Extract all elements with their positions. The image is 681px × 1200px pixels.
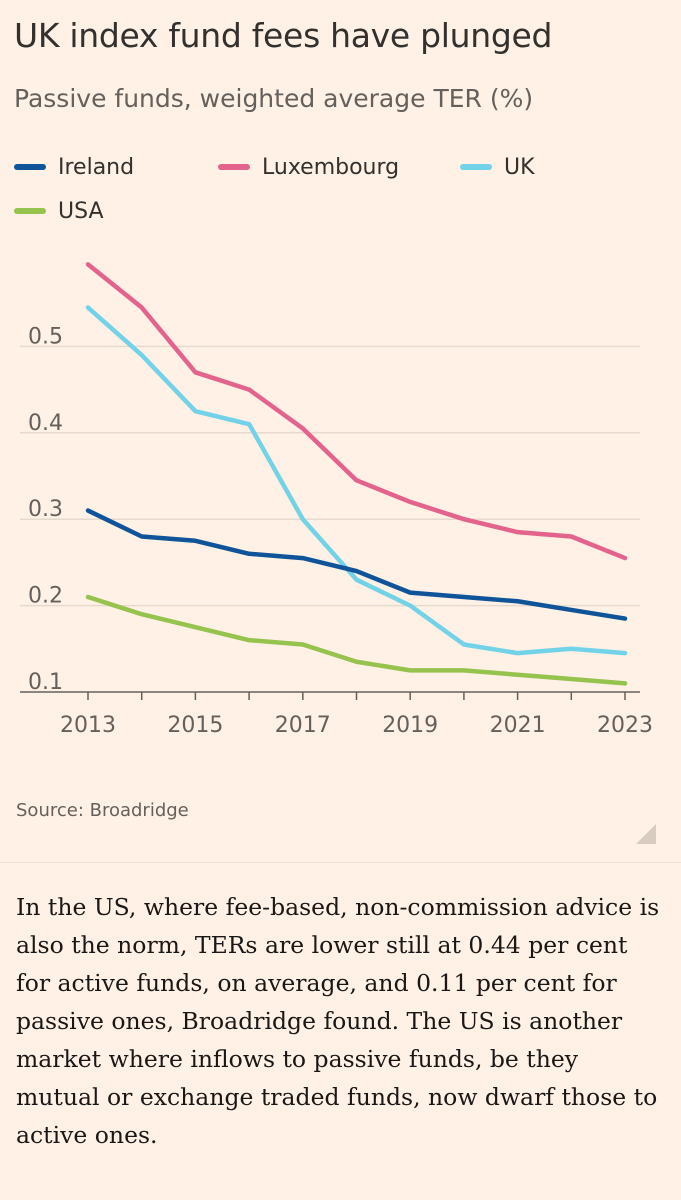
divider <box>0 862 681 863</box>
series-line-ireland <box>85 508 628 621</box>
x-tick-label: 2013 <box>60 713 116 738</box>
series-line-uk <box>85 305 628 656</box>
y-tick-label: 0.3 <box>28 497 63 522</box>
legend-label-usa: USA <box>58 198 104 224</box>
legend-item-ireland: Ireland <box>14 154 135 180</box>
series-line-usa <box>85 594 628 686</box>
resize-handle-icon[interactable] <box>636 824 656 844</box>
article-paragraph: In the US, where fee-based, non-commissi… <box>16 893 660 1149</box>
y-tick-label: 0.4 <box>28 411 63 436</box>
legend-swatch-usa <box>14 208 46 214</box>
x-axis-ticks: 2013 2015 2017 2019 2021 2023 <box>60 692 653 738</box>
legend-item-luxembourg: Luxembourg <box>218 154 400 180</box>
x-tick-label: 2017 <box>275 713 331 738</box>
x-tick-label: 2019 <box>382 713 438 738</box>
legend-label-uk: UK <box>504 154 535 180</box>
x-tick-label: 2015 <box>167 713 223 738</box>
source-note: Source: Broadridge <box>16 800 189 821</box>
legend-item-uk: UK <box>460 154 535 180</box>
chart-title: UK index fund fees have plunged <box>14 16 553 55</box>
x-tick-label: 2023 <box>597 713 653 738</box>
y-tick-label: 0.1 <box>28 670 63 695</box>
legend-item-usa: USA <box>14 198 104 224</box>
chart-subtitle: Passive funds, weighted average TER (%) <box>14 84 534 113</box>
line-chart: 0.1 0.2 0.3 0.4 0.5 2013 2015 2017 2019 2021 2023 <box>20 262 653 738</box>
legend-swatch-luxembourg <box>218 164 250 170</box>
y-tick-label: 0.2 <box>28 584 63 609</box>
series-line-luxembourg <box>85 262 628 561</box>
series-lines <box>85 262 628 686</box>
y-tick-label: 0.5 <box>28 324 63 349</box>
x-tick-label: 2021 <box>490 713 546 738</box>
y-axis-ticks: 0.1 0.2 0.3 0.4 0.5 <box>28 324 63 695</box>
legend-swatch-uk <box>460 164 492 170</box>
legend-swatch-ireland <box>14 164 46 170</box>
legend-label-ireland: Ireland <box>58 154 135 180</box>
legend-label-luxembourg: Luxembourg <box>262 154 400 180</box>
